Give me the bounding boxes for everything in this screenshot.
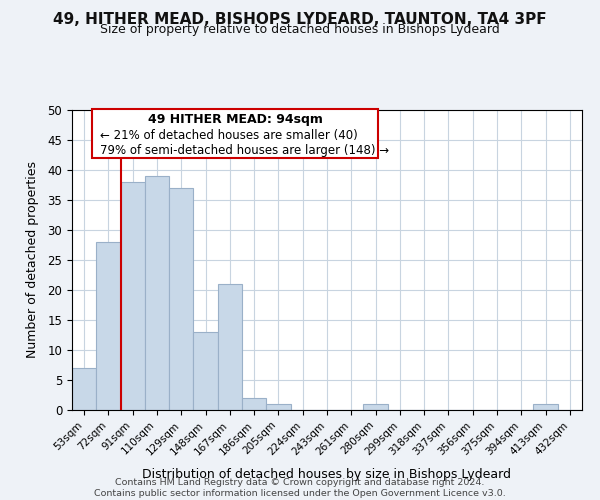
Bar: [72, 368, 96, 410]
Text: Contains public sector information licensed under the Open Government Licence v3: Contains public sector information licen…: [94, 490, 506, 498]
Bar: [121, 182, 145, 410]
Bar: [218, 284, 242, 410]
Bar: [533, 404, 558, 410]
Bar: [242, 398, 266, 410]
Bar: [145, 176, 169, 410]
FancyBboxPatch shape: [92, 108, 378, 158]
Text: Contains HM Land Registry data © Crown copyright and database right 2024.: Contains HM Land Registry data © Crown c…: [115, 478, 485, 487]
Bar: [169, 188, 193, 410]
Bar: [193, 332, 218, 410]
Bar: [266, 404, 290, 410]
Text: 49, HITHER MEAD, BISHOPS LYDEARD, TAUNTON, TA4 3PF: 49, HITHER MEAD, BISHOPS LYDEARD, TAUNTO…: [53, 12, 547, 28]
X-axis label: Distribution of detached houses by size in Bishops Lydeard: Distribution of detached houses by size …: [143, 468, 511, 480]
Text: ← 21% of detached houses are smaller (40): ← 21% of detached houses are smaller (40…: [100, 129, 358, 142]
Bar: [96, 242, 121, 410]
Bar: [364, 404, 388, 410]
Text: 49 HITHER MEAD: 94sqm: 49 HITHER MEAD: 94sqm: [148, 113, 323, 126]
Text: 79% of semi-detached houses are larger (148) →: 79% of semi-detached houses are larger (…: [100, 144, 389, 157]
Y-axis label: Number of detached properties: Number of detached properties: [26, 162, 39, 358]
Text: Size of property relative to detached houses in Bishops Lydeard: Size of property relative to detached ho…: [100, 22, 500, 36]
